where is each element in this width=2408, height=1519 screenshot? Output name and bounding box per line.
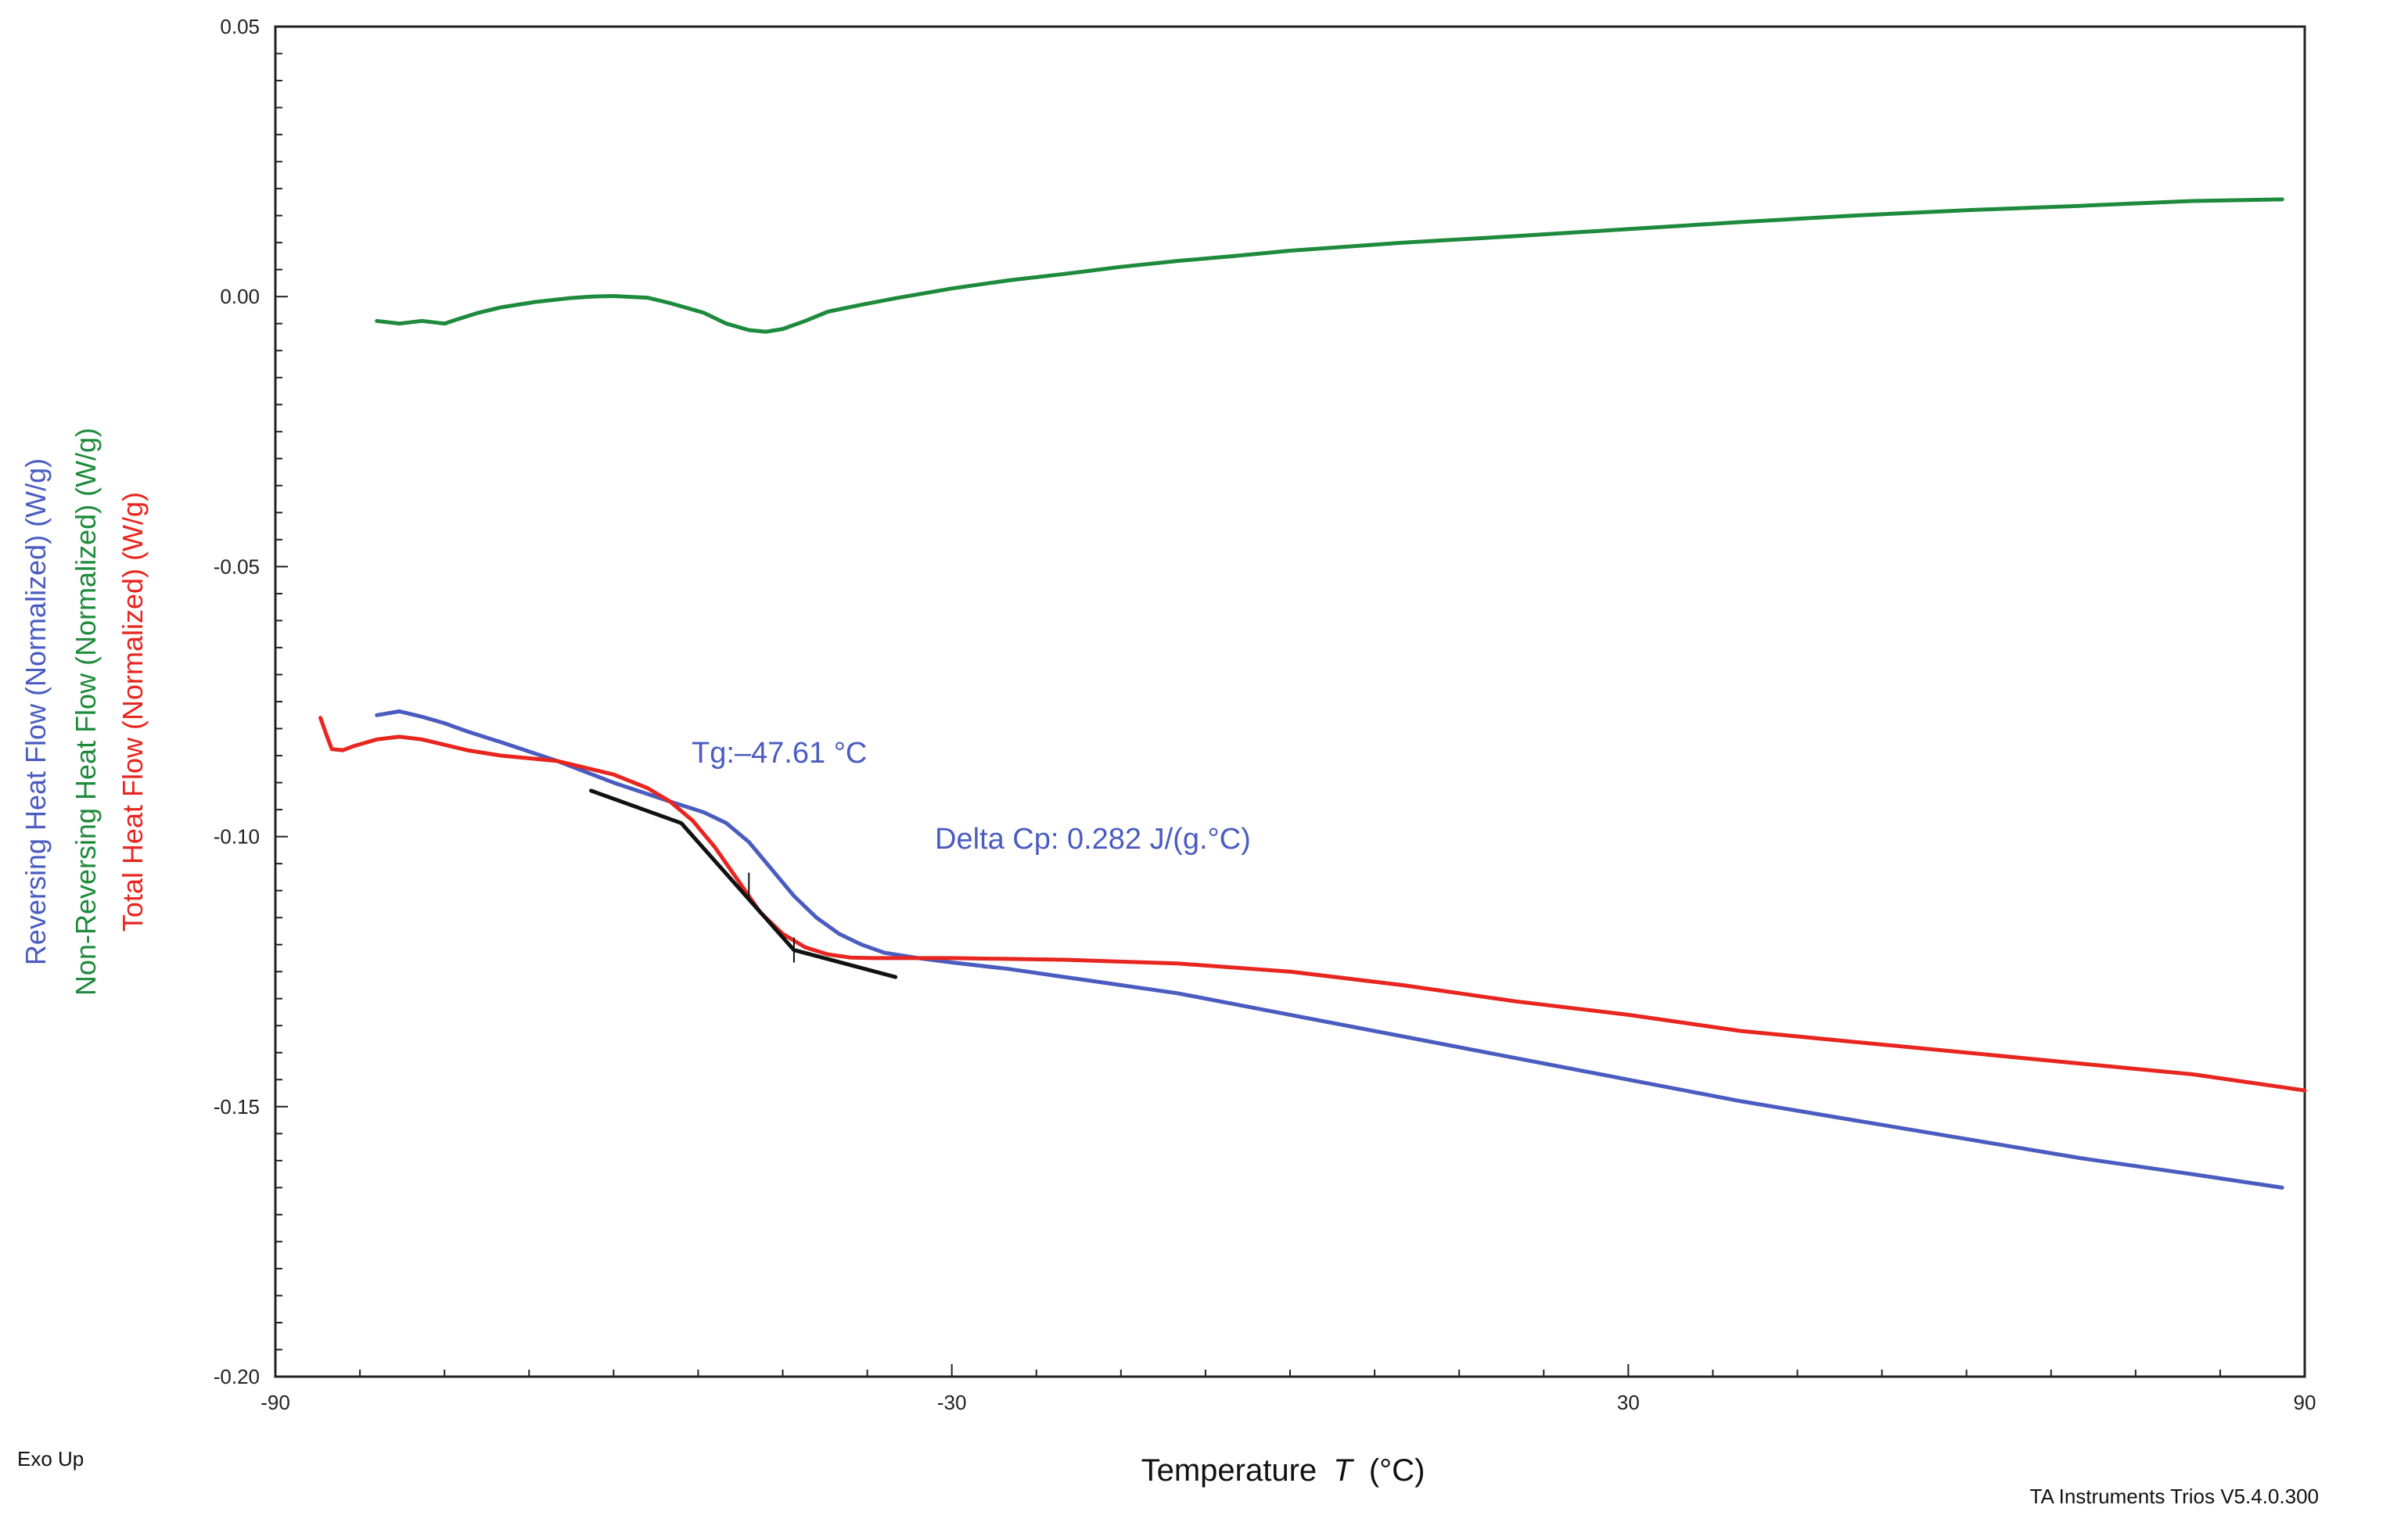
tg-annotation: Tg:–47.61 °C (692, 737, 867, 770)
y-axis-title: Reversing Heat Flow (Normalized) (W/g) (20, 458, 52, 965)
exo-up-label: Exo Up (17, 1447, 84, 1471)
total-heat-flow-line (318, 716, 2307, 1093)
y-tick-label: -0.15 (214, 1095, 260, 1119)
reversing-heat-flow-line (375, 709, 2284, 1190)
x-axis-title: Temperature T (°C) (1141, 1453, 1425, 1488)
y-tick-label: -0.20 (214, 1365, 260, 1388)
x-tick-label: 30 (1617, 1391, 1640, 1414)
y-axis-title: Total Heat Flow (Normalized) (W/g) (117, 492, 149, 932)
tg-construction-line (589, 788, 898, 979)
y-axis-title: Non-Reversing Heat Flow (Normalized) (W/… (70, 428, 102, 996)
x-tick-label: 90 (2294, 1391, 2316, 1414)
y-tick-label: -0.05 (214, 555, 260, 578)
y-tick-label: 0.00 (220, 285, 260, 308)
y-axis-titles: Reversing Heat Flow (Normalized) (W/g) No… (20, 428, 149, 996)
y-tick-labels: 0.05 0.00 -0.05 -0.10 -0.15 -0.20 (214, 15, 260, 1388)
plot-frame (274, 25, 2306, 1378)
x-tick-label: -30 (937, 1391, 967, 1414)
non-reversing-heat-flow-line (375, 197, 2284, 334)
x-tick-labels: -90 -30 30 90 (261, 1391, 2316, 1414)
series-lines (318, 197, 2307, 1190)
y-tick-label: -0.10 (214, 825, 260, 849)
x-tick-label: -90 (261, 1391, 290, 1414)
x-axis-symbol: T (1333, 1453, 1354, 1488)
x-axis-unit: (°C) (1369, 1453, 1425, 1488)
y-tick-label: 0.05 (220, 15, 260, 38)
delta-cp-annotation: Delta Cp: 0.282 J/(g.°C) (935, 823, 1251, 856)
software-version: TA Instruments Trios V5.4.0.300 (2030, 1485, 2319, 1508)
axis-ticks (275, 26, 2306, 1377)
x-axis-label: Temperature (1141, 1453, 1317, 1488)
